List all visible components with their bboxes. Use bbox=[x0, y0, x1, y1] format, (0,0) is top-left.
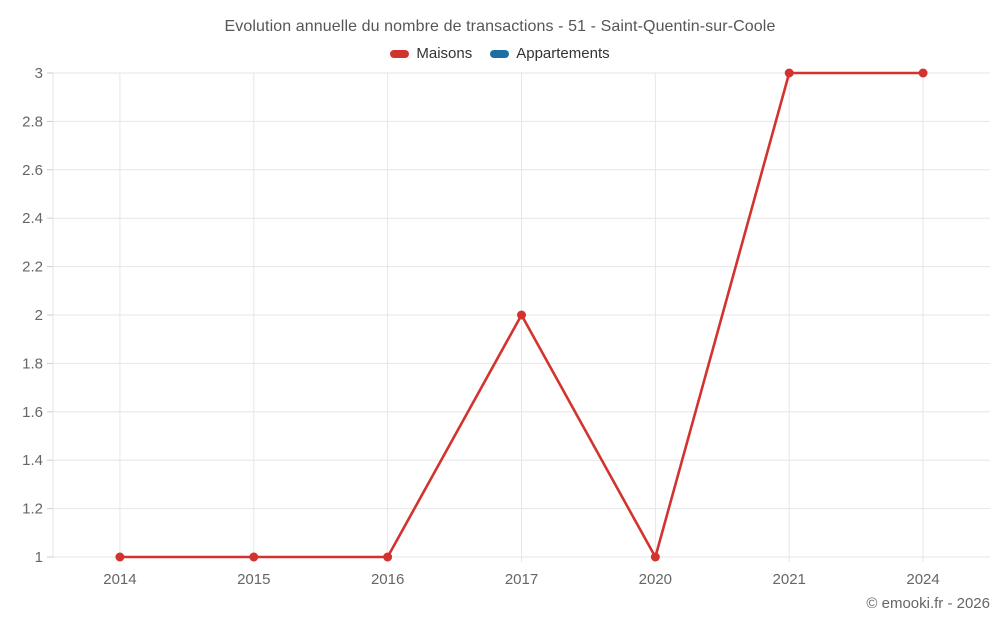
legend-label-appartements: Appartements bbox=[516, 45, 610, 62]
y-axis-label: 1.2 bbox=[22, 501, 43, 518]
x-axis-label: 2014 bbox=[103, 571, 136, 588]
chart-title: Evolution annuelle du nombre de transact… bbox=[224, 18, 776, 35]
appartements-swatch-icon bbox=[490, 49, 510, 58]
y-axis-label: 2.4 bbox=[22, 210, 43, 227]
y-axis-label: 2.2 bbox=[22, 259, 43, 276]
series-maisons[interactable] bbox=[115, 68, 928, 562]
x-axis-label: 2021 bbox=[773, 571, 806, 588]
y-axis-label: 1.8 bbox=[22, 355, 43, 372]
y-axis-label: 1.4 bbox=[22, 452, 43, 469]
x-axis-label: 2020 bbox=[639, 571, 672, 588]
x-axis-label: 2024 bbox=[906, 571, 939, 588]
gridlines bbox=[47, 72, 990, 562]
maisons-swatch-icon bbox=[390, 49, 410, 58]
x-axis-label: 2015 bbox=[237, 571, 270, 588]
legend-item-appartements[interactable]: Appartements bbox=[490, 45, 610, 62]
data-point[interactable] bbox=[249, 552, 259, 562]
data-point[interactable] bbox=[383, 552, 393, 562]
y-axis-label: 2 bbox=[35, 307, 43, 324]
legend: Maisons Appartements bbox=[0, 45, 1000, 62]
y-axis-label: 3 bbox=[35, 65, 43, 82]
x-axis-label: 2016 bbox=[371, 571, 404, 588]
data-point[interactable] bbox=[517, 310, 526, 320]
data-point[interactable] bbox=[115, 552, 125, 562]
legend-label-maisons: Maisons bbox=[416, 45, 473, 62]
data-point[interactable] bbox=[784, 68, 794, 78]
data-point[interactable] bbox=[650, 552, 660, 562]
credit: © emooki.fr - 2026 bbox=[866, 595, 990, 612]
x-axis-label: 2017 bbox=[505, 571, 538, 588]
data-point[interactable] bbox=[918, 68, 928, 78]
axis-labels: 1 1.2 1.4 1.6 1.8 2 2.2 2.4 2.6 2.8 3 2014 2015 2016 2… bbox=[22, 65, 940, 588]
y-axis-label: 2.6 bbox=[22, 162, 43, 179]
legend-item-maisons[interactable]: Maisons bbox=[390, 45, 472, 62]
y-axis-label: 1.6 bbox=[22, 404, 43, 421]
y-axis-label: 2.8 bbox=[22, 113, 43, 130]
y-axis-label: 1 bbox=[35, 549, 43, 566]
